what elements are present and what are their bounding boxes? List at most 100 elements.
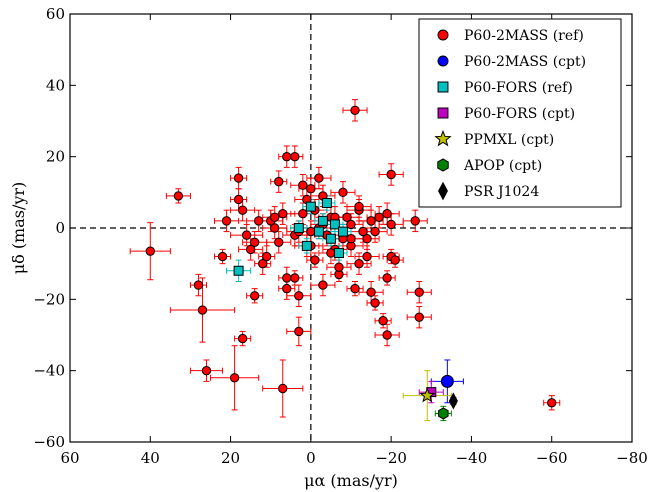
data-point [346,219,356,230]
legend-entry: P60-FORS (cpt) [437,106,575,122]
data-point [337,226,348,237]
data-point [294,291,304,301]
data-point [338,187,348,198]
legend-marker [437,29,449,41]
data-point [237,333,248,344]
legend-marker [437,158,449,172]
data-point [262,251,272,262]
legend-label: PPMXL (cpt) [464,132,554,148]
y-tick-label: −20 [33,290,65,308]
data-point [233,173,244,183]
data-point [221,216,232,226]
legend-label: P60-2MASS (ref) [464,28,584,44]
data-point [440,374,454,388]
data-point [321,198,332,209]
data-point [241,230,252,240]
data-point [326,248,336,258]
legend-marker [437,107,449,119]
data-point [278,209,288,219]
data-point [290,151,300,162]
data-point [334,262,344,272]
error-bar [406,305,432,329]
data-point [310,255,320,265]
data-point [201,365,212,376]
data-point [333,247,344,258]
data-point [193,280,204,290]
data-point [374,212,384,223]
legend-marker [438,181,448,201]
data-point [378,316,388,326]
data-point [386,219,396,230]
y-axis-label: μδ (mas/yr) [9,182,28,275]
data-point [145,246,155,256]
data-point [249,291,260,301]
data-point [414,287,424,297]
data-point [313,226,324,237]
data-point [370,226,380,237]
data-point [325,233,336,244]
legend: P60-2MASS (ref) P60-2MASS (cpt) P60-FORS (… [418,18,622,208]
data-point [366,287,376,297]
data-point [298,209,308,219]
data-point [410,216,420,226]
legend-label: P60-2MASS (cpt) [464,54,586,70]
legend-label: APOP (cpt) [463,158,542,174]
y-tick-label: 0 [55,219,65,237]
data-point [354,201,364,212]
y-tick-label: −60 [33,433,65,451]
data-point [305,201,316,212]
data-point [237,205,248,215]
data-point [173,191,184,201]
legend-marker [434,129,452,147]
data-point [362,251,372,262]
data-point [233,194,244,205]
data-point [306,226,316,237]
data-point [382,330,392,340]
y-tick-label: 60 [46,5,65,23]
x-tick-label: −20 [375,449,407,467]
legend-marker [437,81,449,93]
data-point [270,223,280,233]
data-point [317,215,328,226]
data-point [358,226,368,237]
data-point [257,258,268,269]
legend-entry: APOP (cpt) [437,158,542,174]
x-tick-label: −40 [456,449,488,467]
data-point [278,383,288,394]
data-point [318,280,328,290]
data-point [249,237,260,247]
data-point [290,273,300,283]
legend-entry: PPMXL (cpt) [434,129,554,148]
ticks-layer [69,13,633,443]
data-point [197,305,208,315]
x-axis-label: μα (mas/yr) [304,471,398,490]
data-point [229,373,240,383]
data-point [294,326,304,337]
data-point [282,151,292,162]
x-tick-label: 40 [141,449,160,467]
y-tick-label: 20 [46,148,65,166]
data-point [346,234,356,244]
legend-marker [437,55,449,67]
x-tick-label: −80 [616,449,648,467]
data-point [274,176,284,187]
data-point [362,234,372,244]
legend-label: P60-FORS (ref) [464,80,573,96]
points-layer [145,105,557,420]
data-point [233,265,244,276]
legend-entry: P60-FORS (ref) [437,80,573,96]
x-tick-label: 20 [221,449,240,467]
data-point [438,407,449,420]
data-point [342,212,352,223]
data-point [314,173,324,183]
data-point [414,312,424,322]
data-point [419,387,436,403]
data-point [350,105,360,116]
legend-label: P60-FORS (cpt) [464,106,575,122]
legend-label: PSR J1024 [464,184,539,200]
data-point [350,283,360,294]
data-point [282,283,292,294]
data-point [293,223,304,233]
data-point [448,392,458,410]
